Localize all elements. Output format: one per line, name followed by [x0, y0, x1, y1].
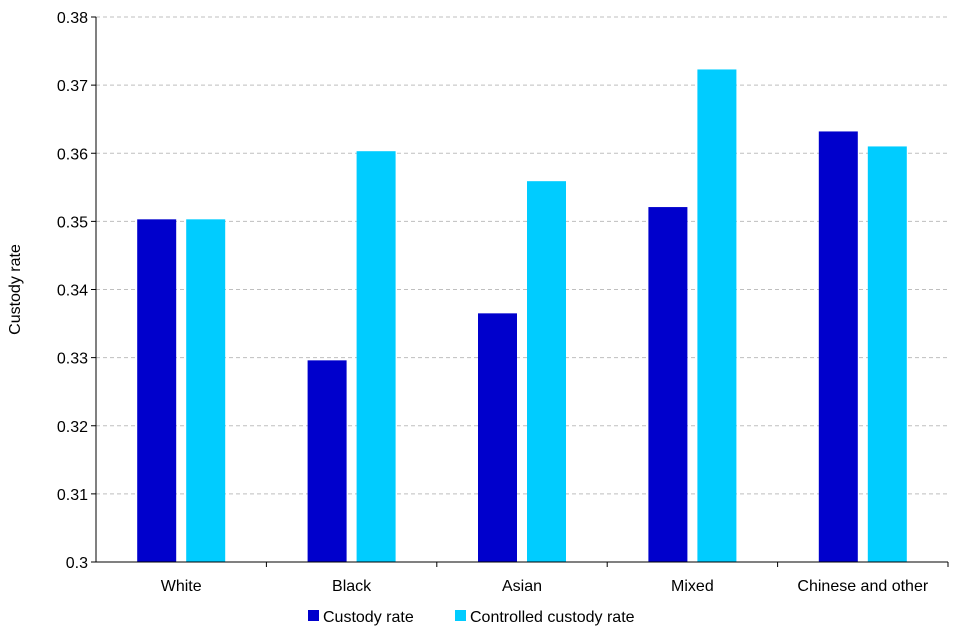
- y-tick-label: 0.31: [57, 487, 88, 504]
- y-tick-label: 0.35: [57, 214, 88, 231]
- x-tick-label: Chinese and other: [797, 578, 928, 595]
- bar-black-series-0: [307, 360, 347, 562]
- legend-swatch-series-1: [455, 610, 466, 621]
- y-tick-label: 0.33: [57, 351, 88, 368]
- x-tick-label: Asian: [502, 578, 542, 595]
- x-tick-label: Black: [332, 578, 372, 595]
- y-tick-labels: 0.3 0.31 0.32 0.33 0.34 0.35 0.36 0.37 0.38: [57, 10, 88, 572]
- axes: [91, 16, 949, 567]
- legend: Custody rate Controlled custody rate: [308, 609, 635, 626]
- legend-label-series-0: Custody rate: [323, 609, 414, 626]
- y-tick-label: 0.32: [57, 419, 88, 436]
- bar-asian-series-0: [478, 313, 517, 562]
- bar-mixed-series-0: [648, 207, 688, 562]
- bar-chinese-and-other-series-0: [818, 131, 858, 562]
- legend-swatch-series-0: [308, 610, 319, 621]
- y-tick-label: 0.37: [57, 78, 88, 95]
- y-tick-label: 0.3: [66, 555, 88, 572]
- bar-white-series-1: [186, 219, 226, 563]
- bar-black-series-1: [356, 151, 396, 563]
- bar-mixed-series-1: [697, 69, 737, 563]
- bar-asian-series-1: [527, 181, 566, 562]
- x-tick-label: Mixed: [671, 578, 714, 595]
- y-tick-label: 0.38: [57, 10, 88, 27]
- bar-chinese-and-other-series-1: [867, 146, 907, 562]
- legend-label-series-1: Controlled custody rate: [470, 609, 635, 626]
- x-tick-label: White: [161, 578, 202, 595]
- gridlines: [96, 16, 948, 495]
- x-tick-labels: White Black Asian Mixed Chinese and other: [161, 578, 929, 595]
- y-tick-label: 0.34: [57, 283, 88, 300]
- bars: [137, 69, 907, 563]
- y-tick-label: 0.36: [57, 146, 88, 163]
- y-axis-title: Custody rate: [7, 244, 24, 335]
- bar-white-series-0: [137, 219, 177, 563]
